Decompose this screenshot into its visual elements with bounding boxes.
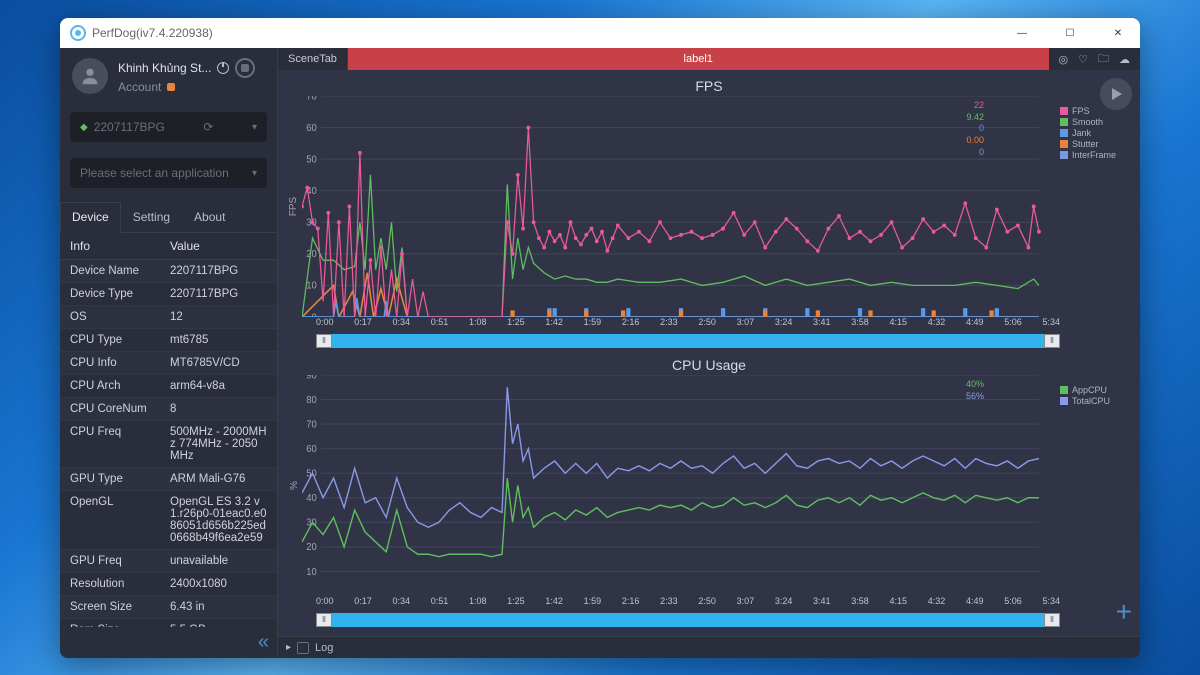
scene-tab[interactable]: SceneTab [278, 48, 348, 70]
app-selector-placeholder: Please select an application [80, 166, 229, 180]
fps-xaxis: 0:000:170:340:511:081:251:421:592:162:33… [286, 317, 1132, 331]
table-row: Device Name2207117BPG [60, 260, 277, 283]
svg-text:10: 10 [306, 567, 317, 578]
device-selector[interactable]: ◆ 2207117BPG ⟳ ▾ [70, 112, 267, 142]
log-label: Log [315, 642, 333, 654]
tab-setting[interactable]: Setting [121, 202, 182, 232]
svg-text:70: 70 [306, 96, 317, 102]
fps-chart-svg[interactable]: 010203040506070 [302, 96, 1060, 317]
tab-device[interactable]: Device [60, 202, 121, 233]
fps-ylabel: FPS [289, 197, 300, 216]
folder-icon[interactable]: 🗀 [1098, 50, 1109, 69]
table-row: GPU Frequnavailable [60, 550, 277, 573]
user-name: Khinh Khủng St... [118, 61, 211, 75]
account-status-icon [167, 83, 175, 91]
window-title: PerfDog(iv7.4.220938) [92, 26, 213, 40]
table-row: CPU CoreNum8 [60, 398, 277, 421]
add-chart-button[interactable]: + [1116, 596, 1132, 628]
app-selector[interactable]: Please select an application ▾ [70, 158, 267, 188]
fps-chart: FPS FPS 229.4200.000 010203040506070 FPS… [286, 76, 1132, 351]
power-icon[interactable] [217, 62, 229, 74]
cpu-ylabel: % [289, 481, 300, 490]
android-icon: ◆ [80, 122, 88, 133]
fps-chart-title: FPS [286, 76, 1132, 96]
charts-area: FPS FPS 229.4200.000 010203040506070 FPS… [278, 70, 1140, 636]
svg-text:60: 60 [306, 444, 317, 455]
table-row: OS12 [60, 306, 277, 329]
bottom-bar: ▸ Log [278, 636, 1140, 658]
cpu-chart-title: CPU Usage [286, 355, 1132, 375]
svg-text:80: 80 [306, 395, 317, 406]
svg-text:10: 10 [306, 281, 317, 292]
account-label: Account [118, 80, 161, 94]
close-button[interactable]: ✕ [1106, 28, 1130, 39]
minimize-button[interactable]: — [1010, 28, 1034, 39]
table-row: CPU Freq500MHz - 2000MHz 774MHz - 2050MH… [60, 421, 277, 468]
main-panel: SceneTab label1 ◎ ♡ 🗀 ☁ FPS FPS [278, 48, 1140, 658]
maximize-button[interactable]: ☐ [1058, 28, 1082, 39]
info-table-header: Info Value [60, 233, 277, 260]
tag-icon[interactable]: ♡ [1078, 53, 1088, 66]
svg-text:90: 90 [306, 375, 317, 381]
play-button[interactable] [1100, 78, 1132, 110]
svg-text:50: 50 [306, 154, 317, 165]
device-selector-value: 2207117BPG [94, 120, 165, 134]
cloud-icon[interactable]: ☁ [1119, 53, 1130, 66]
collapse-sidebar-button[interactable]: « [250, 627, 277, 658]
location-icon[interactable]: ◎ [1059, 53, 1069, 66]
record-button[interactable] [235, 58, 255, 78]
chevron-down-icon: ▾ [252, 168, 257, 179]
scene-bar: SceneTab label1 ◎ ♡ 🗀 ☁ [278, 48, 1140, 70]
fps-timebar[interactable] [316, 334, 1060, 348]
device-info-table: Device Name2207117BPGDevice Type2207117B… [60, 260, 277, 627]
table-row: Device Type2207117BPG [60, 283, 277, 306]
cpu-legend: AppCPUTotalCPU [1060, 375, 1132, 596]
app-window: PerfDog(iv7.4.220938) — ☐ ✕ Khinh Khủng … [60, 18, 1140, 658]
cpu-stats: 40%56% [966, 379, 984, 402]
cpu-chart: CPU Usage % 40%56% 102030405060708090 Ap… [286, 355, 1132, 630]
cpu-timebar[interactable] [316, 613, 1060, 627]
avatar[interactable] [72, 58, 108, 94]
fps-legend: FPSSmoothJankStutterInterFrame [1060, 96, 1132, 317]
titlebar: PerfDog(iv7.4.220938) — ☐ ✕ [60, 18, 1140, 48]
table-row: Ram Size5.5 GB [60, 619, 277, 627]
table-row: CPU InfoMT6785V/CD [60, 352, 277, 375]
refresh-icon[interactable]: ⟳ [203, 120, 213, 134]
table-row: Screen Size6.43 in [60, 596, 277, 619]
svg-text:70: 70 [306, 419, 317, 430]
table-row: Resolution2400x1080 [60, 573, 277, 596]
log-checkbox[interactable] [297, 642, 309, 654]
svg-text:20: 20 [306, 542, 317, 553]
sidebar-tabs: Device Setting About [60, 202, 277, 233]
tab-about[interactable]: About [182, 202, 237, 232]
fps-stats: 229.4200.000 [966, 100, 984, 158]
table-row: GPU TypeARM Mali-G76 [60, 468, 277, 491]
cpu-chart-svg[interactable]: 102030405060708090 [302, 375, 1060, 596]
app-logo [70, 25, 86, 41]
svg-text:40: 40 [306, 493, 317, 504]
table-row: OpenGLOpenGL ES 3.2 v1.r26p0-01eac0.e086… [60, 491, 277, 550]
table-row: CPU Typemt6785 [60, 329, 277, 352]
expand-log-icon[interactable]: ▸ [286, 642, 291, 653]
window-controls: — ☐ ✕ [1010, 28, 1130, 39]
svg-text:60: 60 [306, 123, 317, 134]
sidebar: Khinh Khủng St... Account ◆ 2207117BPG ⟳… [60, 48, 278, 658]
cpu-xaxis: 0:000:170:340:511:081:251:421:592:162:33… [286, 596, 1132, 610]
svg-text:20: 20 [306, 249, 317, 260]
chevron-down-icon: ▾ [252, 122, 257, 133]
scene-label[interactable]: label1 [348, 48, 1049, 70]
table-row: CPU Archarm64-v8a [60, 375, 277, 398]
